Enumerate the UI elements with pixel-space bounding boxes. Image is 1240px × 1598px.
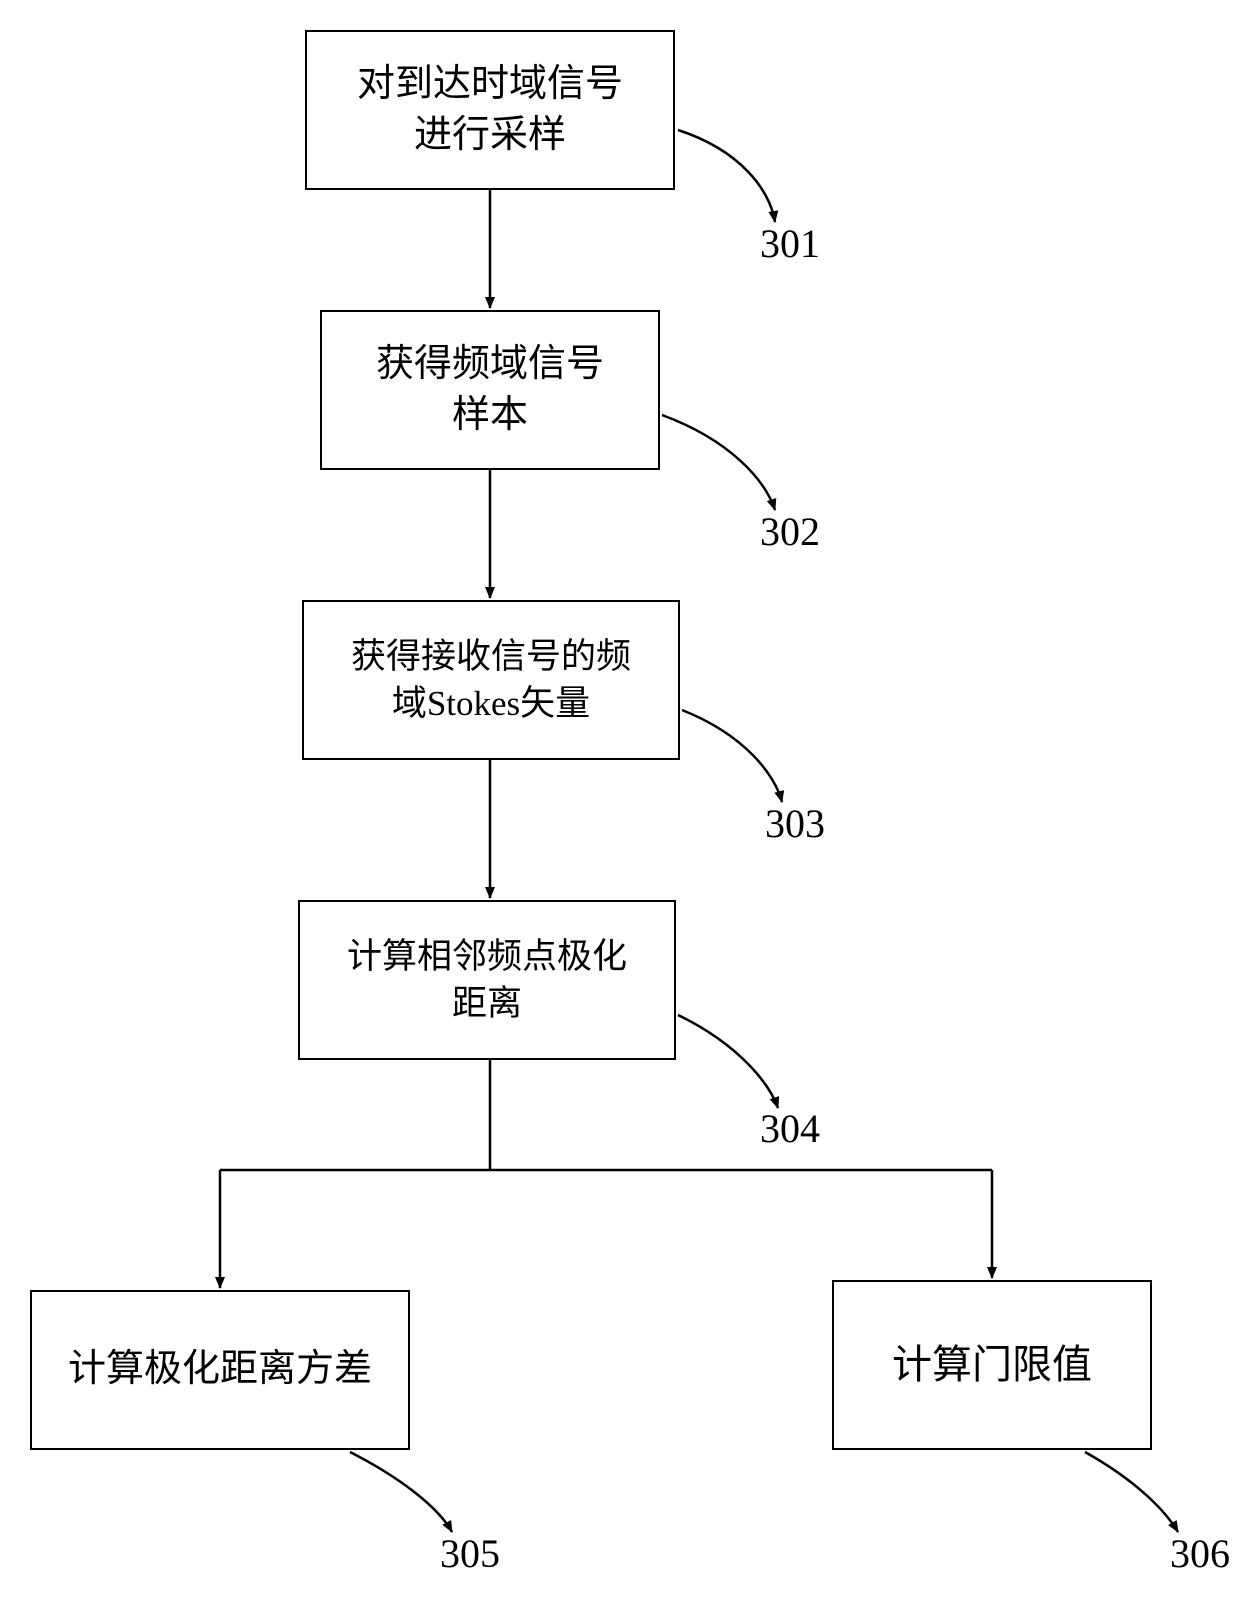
callout-304 [678, 1015, 778, 1108]
label-305: 305 [440, 1530, 500, 1577]
node-304: 计算相邻频点极化距离 [298, 900, 676, 1060]
node-302: 获得频域信号样本 [320, 310, 660, 470]
callout-306 [1085, 1452, 1178, 1532]
callout-305 [350, 1452, 452, 1532]
label-302: 302 [760, 508, 820, 555]
node-305-text: 计算极化距离方差 [68, 1344, 372, 1395]
node-306: 计算门限值 [832, 1280, 1152, 1450]
flowchart-canvas: 对到达时域信号进行采样 获得频域信号样本 获得接收信号的频域Stokes矢量 计… [0, 0, 1240, 1598]
label-306: 306 [1170, 1530, 1230, 1577]
callout-303 [682, 710, 782, 802]
node-303: 获得接收信号的频域Stokes矢量 [302, 600, 680, 760]
node-305: 计算极化距离方差 [30, 1290, 410, 1450]
node-303-text: 获得接收信号的频域Stokes矢量 [351, 633, 631, 728]
callout-302 [662, 415, 775, 510]
label-304: 304 [760, 1105, 820, 1152]
callout-301 [678, 130, 775, 222]
node-302-text: 获得频域信号样本 [376, 339, 604, 442]
label-303: 303 [765, 800, 825, 847]
node-306-text: 计算门限值 [892, 1338, 1092, 1392]
label-301: 301 [760, 220, 820, 267]
node-304-text: 计算相邻频点极化距离 [347, 933, 627, 1028]
node-301-text: 对到达时域信号进行采样 [357, 59, 623, 162]
node-301: 对到达时域信号进行采样 [305, 30, 675, 190]
